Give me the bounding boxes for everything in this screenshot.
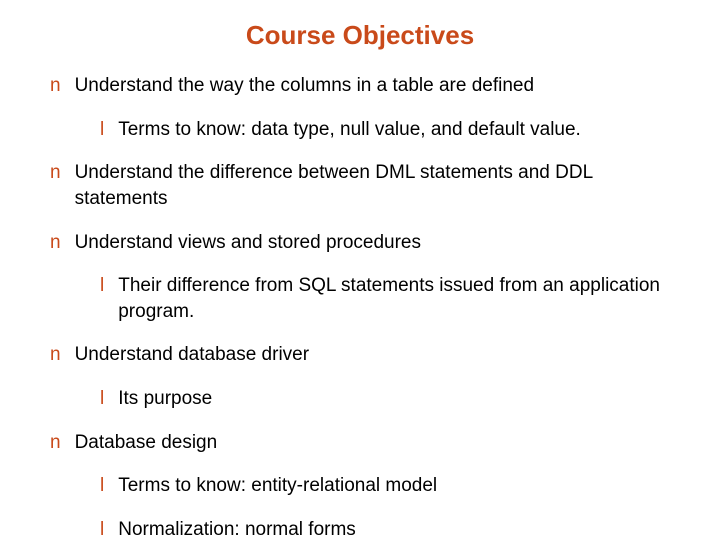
slide-title: Course Objectives: [50, 20, 670, 51]
main-bullet: n: [50, 342, 61, 368]
sub-bullet: l: [100, 386, 104, 412]
sub-list-item-text: Their difference from SQL statements iss…: [118, 273, 670, 324]
main-bullet: n: [50, 73, 61, 99]
list-item-text: Understand views and stored procedures: [75, 230, 421, 256]
sub-list-item-text: Normalization: normal forms: [118, 517, 356, 543]
sub-list-item: l Its purpose: [100, 386, 670, 412]
main-bullet: n: [50, 430, 61, 456]
list-item-text: Understand the way the columns in a tabl…: [75, 73, 534, 99]
list-item: n Understand views and stored procedures: [50, 230, 670, 256]
sub-bullet: l: [100, 473, 104, 499]
list-item-text: Understand database driver: [75, 342, 309, 368]
list-item: n Understand the way the columns in a tab…: [50, 73, 670, 99]
sub-list-item: l Their difference from SQL statements is…: [100, 273, 670, 324]
list-item: n Understand the difference between DML s…: [50, 160, 670, 211]
content-list: n Understand the way the columns in a tab…: [50, 73, 670, 543]
main-bullet: n: [50, 230, 61, 256]
sub-list-item-text: Its purpose: [118, 386, 212, 412]
sub-bullet: l: [100, 273, 104, 324]
list-item: n Database design: [50, 430, 670, 456]
list-item: n Understand database driver: [50, 342, 670, 368]
sub-list-item: l Terms to know: data type, null value, a…: [100, 117, 670, 143]
sub-bullet: l: [100, 117, 104, 143]
list-item-text: Database design: [75, 430, 218, 456]
sub-list-item-text: Terms to know: data type, null value, an…: [118, 117, 581, 143]
sub-list-item-text: Terms to know: entity-relational model: [118, 473, 437, 499]
main-bullet: n: [50, 160, 61, 211]
list-item-text: Understand the difference between DML st…: [75, 160, 670, 211]
sub-list-item: l Terms to know: entity-relational model: [100, 473, 670, 499]
sub-bullet: l: [100, 517, 104, 543]
sub-list-item: l Normalization: normal forms: [100, 517, 670, 543]
